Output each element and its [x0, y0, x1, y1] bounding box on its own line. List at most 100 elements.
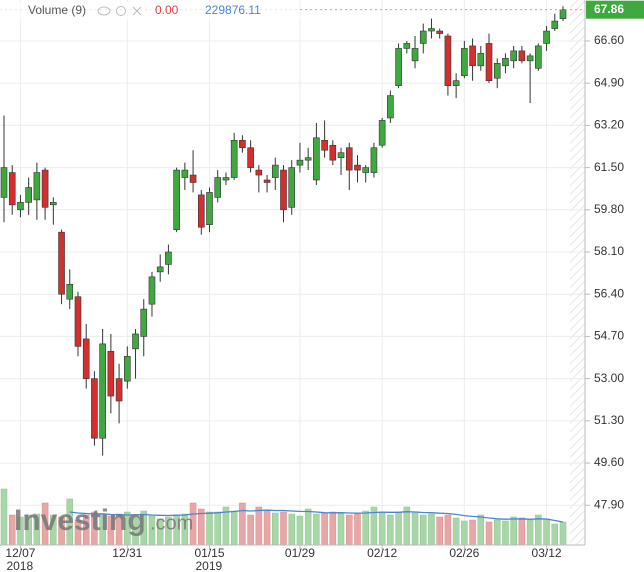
candle-body	[41, 169, 49, 208]
candle-body	[403, 43, 411, 49]
volume-bar	[436, 516, 443, 546]
candle-body	[354, 164, 361, 171]
volume-bar	[477, 514, 485, 546]
volume-bar	[420, 514, 427, 546]
close-icon[interactable]	[132, 6, 142, 16]
candle-body	[82, 338, 90, 379]
volume-bar	[280, 511, 287, 546]
volume-bar	[444, 514, 452, 546]
volume-title: Volume (9)	[28, 3, 86, 17]
y-tick-label: 61.50	[594, 160, 624, 174]
volume-bar	[354, 513, 361, 546]
candle-body	[337, 152, 345, 158]
candle-body	[526, 55, 534, 62]
volume-bar	[469, 519, 476, 546]
last-price-label: 67.86	[594, 2, 624, 16]
volume-bar	[247, 514, 254, 546]
volume-bar	[0, 488, 8, 546]
y-tick-label: 66.60	[594, 33, 624, 47]
candle-body	[58, 231, 65, 295]
volume-change: 0.00	[155, 3, 179, 17]
candle-body	[239, 139, 246, 149]
candle-body	[50, 202, 57, 206]
candles	[0, 6, 567, 456]
candle-body	[255, 169, 263, 176]
volume-bar	[493, 519, 501, 546]
volume-bar	[543, 518, 550, 546]
candle-body	[17, 202, 24, 211]
candle-body	[395, 48, 402, 86]
year-label: 2018	[6, 559, 33, 572]
volume-pane	[0, 488, 567, 546]
y-tick-label: 59.80	[594, 202, 624, 216]
volume-bar	[296, 515, 304, 546]
candle-body	[148, 276, 156, 305]
volume-bar	[387, 514, 394, 546]
candle-body	[559, 9, 567, 19]
volume-bar	[288, 513, 295, 546]
candle-body	[25, 187, 32, 203]
header-bg	[0, 2, 300, 20]
candle-body	[206, 192, 213, 226]
x-tick-label: 02/26	[449, 546, 479, 560]
volume-bar	[395, 511, 402, 546]
candle-body	[173, 169, 180, 230]
candle-body	[313, 137, 320, 181]
candle-body	[469, 45, 476, 67]
volume-bar	[337, 512, 345, 546]
x-tick-label: 01/29	[285, 546, 315, 560]
y-tick-label: 63.20	[594, 118, 624, 132]
candle-body	[91, 378, 98, 439]
future-area	[570, 0, 585, 545]
candle-body	[33, 172, 41, 201]
y-tick-label: 58.10	[594, 244, 624, 258]
candle-body	[165, 251, 172, 265]
candle-body	[140, 308, 148, 337]
volume-bar	[206, 511, 213, 546]
candle-body	[370, 147, 378, 173]
candle-body	[107, 351, 115, 397]
candle-body	[411, 48, 419, 62]
candle-body	[518, 50, 526, 62]
y-tick-label: 54.70	[594, 329, 624, 343]
candle-body	[419, 30, 427, 44]
volume-bar	[230, 510, 238, 546]
candle-body	[444, 35, 452, 86]
candle-body	[387, 95, 394, 119]
volume-bar	[313, 513, 320, 546]
volume-bar	[518, 517, 526, 546]
candle-body	[493, 63, 501, 79]
eye-icon[interactable]	[97, 6, 111, 16]
candle-body	[230, 139, 238, 178]
candle-body	[271, 164, 279, 178]
volume-bar	[214, 511, 221, 546]
y-tick-label: 56.40	[594, 286, 624, 300]
x-tick-label: 12/31	[112, 546, 142, 560]
candle-body	[477, 53, 485, 67]
candle-body	[288, 167, 296, 208]
gear-icon[interactable]	[116, 6, 126, 16]
volume-bar	[378, 512, 386, 546]
volume-bar	[403, 506, 411, 546]
volume-bar	[239, 502, 246, 546]
candle-body	[74, 296, 82, 347]
candle-body	[502, 58, 509, 67]
candle-body	[222, 177, 230, 181]
header-icons[interactable]	[97, 6, 142, 16]
volume-bar	[485, 521, 493, 546]
volume-bar	[263, 509, 271, 546]
logo-suffix: .com	[150, 512, 193, 534]
candle-body	[263, 179, 271, 183]
candle-body	[543, 30, 550, 44]
candle-body	[247, 147, 254, 168]
volume-bar	[346, 514, 353, 546]
volume-bar	[272, 512, 279, 546]
y-tick-label: 51.30	[594, 413, 624, 427]
volume-bar	[321, 512, 328, 546]
last-price-box	[586, 0, 644, 19]
y-tick-label: 47.90	[594, 497, 624, 511]
volume-bar	[198, 508, 205, 546]
